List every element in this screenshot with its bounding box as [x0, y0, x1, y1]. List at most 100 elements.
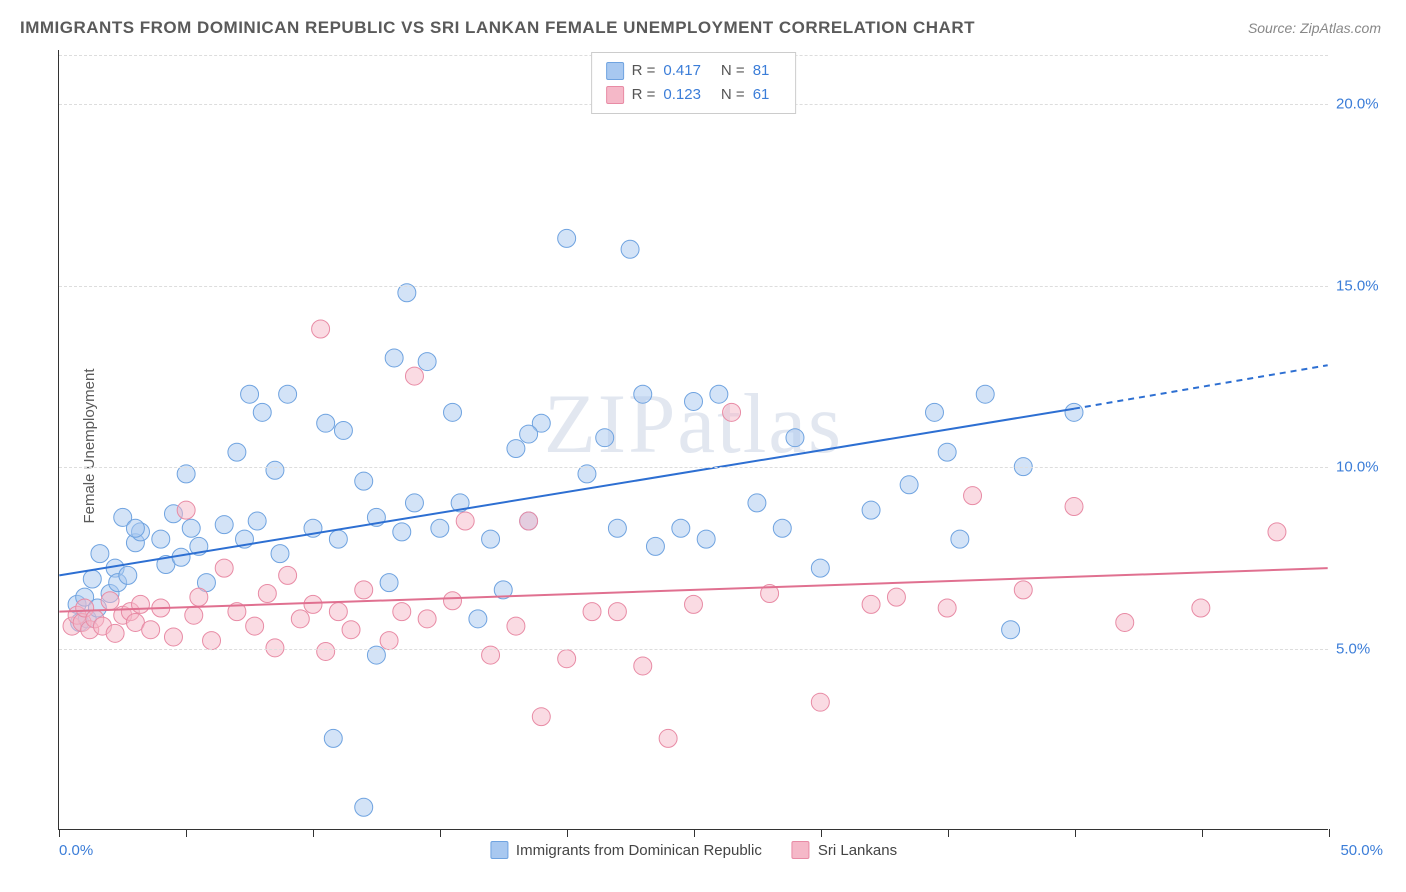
scatter-point [68, 595, 86, 613]
legend-item-2: Sri Lankans [792, 841, 897, 859]
scatter-point [558, 650, 576, 668]
scatter-point [334, 421, 352, 439]
scatter-point [126, 519, 144, 537]
scatter-point [132, 595, 150, 613]
scatter-point [93, 617, 111, 635]
scatter-point [91, 545, 109, 563]
scatter-point [431, 519, 449, 537]
scatter-point [1014, 581, 1032, 599]
scatter-point [685, 595, 703, 613]
scatter-point [68, 606, 86, 624]
scatter-point [385, 349, 403, 367]
scatter-point [520, 512, 538, 530]
scatter-point [106, 624, 124, 642]
x-tick [694, 829, 695, 837]
scatter-point [81, 621, 99, 639]
scatter-point [482, 530, 500, 548]
n-label: N = [721, 83, 745, 107]
legend-label-2: Sri Lankans [818, 842, 897, 859]
scatter-point [710, 385, 728, 403]
scatter-point [241, 385, 259, 403]
scatter-point [532, 414, 550, 432]
scatter-point [228, 603, 246, 621]
n-value-1: 81 [753, 59, 770, 83]
scatter-point [246, 617, 264, 635]
scatter-point [185, 606, 203, 624]
plot-area: ZIPatlas R = 0.417 N = 81 R = 0.123 N = … [58, 50, 1328, 830]
r-value-2: 0.123 [663, 83, 701, 107]
scatter-point [215, 559, 233, 577]
scatter-point [938, 443, 956, 461]
scatter-point [106, 559, 124, 577]
scatter-point [1116, 613, 1134, 631]
scatter-point [73, 613, 91, 631]
scatter-point [248, 512, 266, 530]
scatter-point [608, 603, 626, 621]
scatter-point [271, 545, 289, 563]
scatter-point [583, 603, 601, 621]
scatter-point [88, 599, 106, 617]
scatter-point [236, 530, 254, 548]
scatter-point [634, 657, 652, 675]
scatter-point [142, 621, 160, 639]
scatter-point [761, 584, 779, 602]
x-tick [1075, 829, 1076, 837]
scatter-point [172, 548, 190, 566]
r-label: R = [632, 59, 656, 83]
scatter-point [811, 559, 829, 577]
scatter-point [405, 367, 423, 385]
legend-correlation: R = 0.417 N = 81 R = 0.123 N = 61 [591, 52, 797, 114]
gridline [59, 286, 1328, 287]
legend-item-1: Immigrants from Dominican Republic [490, 841, 762, 859]
scatter-point [253, 403, 271, 421]
scatter-point [451, 494, 469, 512]
scatter-point [1065, 498, 1083, 516]
x-axis-min-label: 0.0% [59, 842, 93, 859]
scatter-point [76, 599, 94, 617]
trend-line-2 [59, 568, 1327, 611]
legend-swatch-pink [606, 86, 624, 104]
scatter-point [938, 599, 956, 617]
scatter-point [608, 519, 626, 537]
scatter-point [228, 443, 246, 461]
scatter-point [393, 603, 411, 621]
scatter-point [101, 592, 119, 610]
scatter-point [101, 584, 119, 602]
scatter-point [164, 628, 182, 646]
x-tick [567, 829, 568, 837]
r-label: R = [632, 83, 656, 107]
x-tick [313, 829, 314, 837]
scatter-point [71, 613, 89, 631]
scatter-point [596, 429, 614, 447]
source-label: Source: ZipAtlas.com [1248, 20, 1381, 36]
scatter-point [279, 385, 297, 403]
legend-swatch-blue [490, 841, 508, 859]
scatter-point [811, 693, 829, 711]
scatter-point [126, 613, 144, 631]
scatter-point [520, 425, 538, 443]
scatter-point [646, 537, 664, 555]
x-tick [821, 829, 822, 837]
x-tick [1329, 829, 1330, 837]
scatter-point [258, 584, 276, 602]
scatter-point [723, 403, 741, 421]
scatter-point [203, 632, 221, 650]
scatter-point [887, 588, 905, 606]
legend-swatch-blue [606, 62, 624, 80]
scatter-point [76, 588, 94, 606]
r-value-1: 0.417 [663, 59, 701, 83]
scatter-point [109, 574, 127, 592]
scatter-point [444, 592, 462, 610]
scatter-point [380, 632, 398, 650]
scatter-point [621, 240, 639, 258]
scatter-point [132, 523, 150, 541]
scatter-point [126, 534, 144, 552]
scatter-point [215, 516, 233, 534]
scatter-point [444, 403, 462, 421]
y-tick-label: 15.0% [1336, 277, 1386, 294]
legend-row-series-2: R = 0.123 N = 61 [606, 83, 782, 107]
legend-series: Immigrants from Dominican Republic Sri L… [490, 841, 897, 859]
scatter-point [469, 610, 487, 628]
scatter-point [355, 798, 373, 816]
x-tick [440, 829, 441, 837]
